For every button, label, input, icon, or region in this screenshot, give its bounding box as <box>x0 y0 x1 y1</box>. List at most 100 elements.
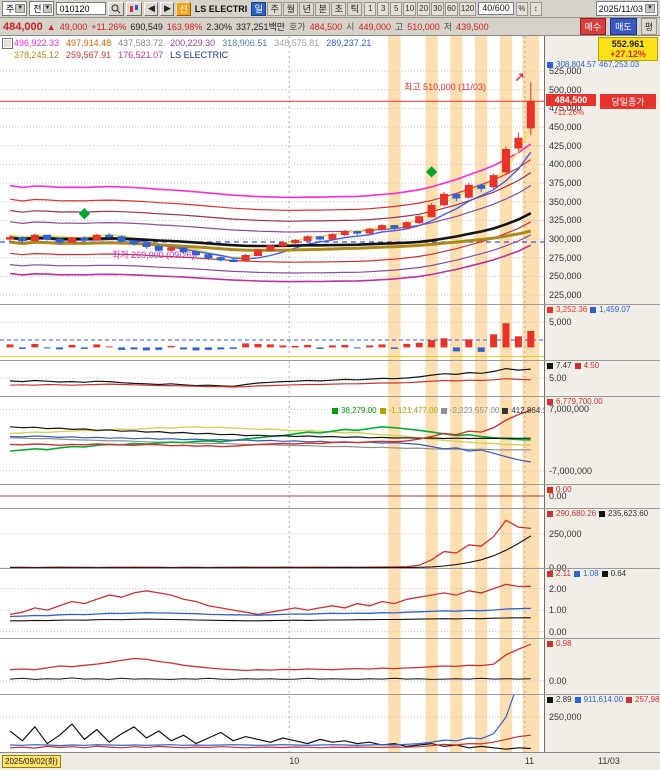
oscillator-bar <box>291 345 299 348</box>
search-icon[interactable] <box>108 1 125 16</box>
indicator-line <box>9 409 532 448</box>
time-axis[interactable]: 2025/09/02(화) 11/03 10 11 <box>0 752 660 770</box>
oscillator-bar <box>366 345 374 348</box>
next-stock-button[interactable]: ▶ <box>160 1 175 16</box>
axis-tick-label: 425,000 <box>549 140 582 151</box>
oscillator-bar <box>390 347 398 349</box>
legend-square <box>573 570 580 577</box>
bar-count-readout: 40/600 <box>478 2 514 15</box>
oscillator-bar <box>167 345 175 348</box>
period-button-2[interactable]: 월 <box>283 1 299 16</box>
oscillator-bar <box>93 344 101 348</box>
interval-buttons: 1 3 5 10 20 30 60 120 <box>364 1 477 16</box>
legend-square <box>547 510 553 517</box>
percent-icon[interactable]: % <box>515 1 528 16</box>
period-button-4[interactable]: 분 <box>315 1 331 16</box>
oscillator-bar <box>514 336 522 348</box>
legend-square <box>599 510 606 517</box>
axis-tick-label: 225,000 <box>549 290 582 301</box>
oscillator-bar <box>155 347 163 350</box>
period-button-1[interactable]: 주 <box>267 1 283 16</box>
candle-body <box>365 228 374 234</box>
oscillator-bar <box>229 347 237 349</box>
interval-button-3[interactable]: 3 <box>377 1 390 16</box>
chevron-down-icon: ▼ <box>15 4 26 13</box>
legend-value: 257,988.00 <box>635 695 660 704</box>
candle-body <box>154 246 163 251</box>
axis-tick-label: 250,000 <box>549 528 582 539</box>
sell-button[interactable]: 매도 <box>610 18 637 35</box>
axis-tick-label: 525,000 <box>549 66 582 77</box>
turnover-percent: 2.30% <box>206 21 232 32</box>
period-button-3[interactable]: 년 <box>299 1 315 16</box>
buy-button[interactable]: 매수 <box>579 18 607 35</box>
candle-body <box>80 237 89 241</box>
updown-icon[interactable]: ↕ <box>529 1 542 16</box>
oscillator-bar <box>18 347 26 349</box>
oscillator-bar <box>68 344 76 348</box>
axis-tick-label: 300,000 <box>549 234 582 245</box>
candle-body <box>440 193 448 206</box>
period-button-6[interactable]: 틱 <box>347 1 363 16</box>
candle-body <box>328 234 337 240</box>
oscillator-bar <box>6 344 14 348</box>
candle-glyph <box>130 5 139 12</box>
current-price-tag: 484,500 <box>546 94 596 107</box>
oscillator-bar <box>428 340 436 348</box>
candle-body <box>502 149 510 173</box>
indicator-line <box>9 435 531 463</box>
interval-button-60[interactable]: 60 <box>444 1 458 16</box>
oscillator-bar <box>353 347 361 349</box>
candle-body <box>390 225 399 229</box>
oscillator-bar <box>118 347 126 350</box>
stock-code-input[interactable] <box>56 2 107 15</box>
interval-button-20[interactable]: 20 <box>417 1 431 16</box>
oscillator-bar <box>465 339 473 348</box>
pane-p4 <box>0 408 544 472</box>
prev-stock-button[interactable]: ◀ <box>144 1 159 16</box>
interval-button-1[interactable]: 1 <box>364 1 377 16</box>
indicator-line <box>10 617 531 622</box>
select-button[interactable]: 선 <box>176 1 191 16</box>
stock-name: LS ELECTRI <box>194 3 248 14</box>
mini-chart-icon[interactable] <box>126 1 143 16</box>
price-chart[interactable] <box>0 36 544 752</box>
oscillator-bar <box>316 347 324 349</box>
indicator-line <box>9 367 531 387</box>
legend-square <box>547 306 553 313</box>
candle-body <box>514 137 523 149</box>
legend-square <box>574 696 581 703</box>
period-type-combo[interactable]: 주 ▼ <box>2 1 28 16</box>
candle-body <box>303 236 312 242</box>
date-value: 2025/11/03 <box>598 3 644 14</box>
oscillator-bar <box>56 347 64 350</box>
axis-tick-label: 2.00 <box>549 583 567 594</box>
candle-body <box>130 240 138 245</box>
oscillator-bar <box>105 346 113 348</box>
axis-tick-label: 325,000 <box>549 215 582 226</box>
market-combo[interactable]: 전 ▼ <box>29 1 55 16</box>
interval-button-5[interactable]: 5 <box>390 1 403 16</box>
pane-p6 <box>0 519 544 568</box>
date-picker[interactable]: 2025/11/03 ▼ <box>595 1 658 16</box>
interval-button-120[interactable]: 120 <box>458 1 477 16</box>
highlight-band <box>499 36 513 752</box>
ask-price: 484,500 <box>309 21 343 32</box>
period-button-0[interactable]: 일 <box>251 1 267 16</box>
legend-value: 0.00 <box>556 485 572 494</box>
interval-button-30[interactable]: 30 <box>431 1 444 16</box>
candle-body <box>105 234 114 238</box>
closing-price-badge: 당일종가 <box>600 94 656 110</box>
candle-body <box>92 234 101 241</box>
low-label: 저 <box>443 22 453 32</box>
legend-value: 7.47 <box>556 361 572 370</box>
avg-button[interactable]: 평 <box>640 18 657 35</box>
axis-tick-label: 0.00 <box>549 491 567 501</box>
price-axis-column[interactable]: 552.961 +27.12% 525,000 500,000 475,000 450… <box>544 36 660 752</box>
axis-tick-label: 375,000 <box>549 178 582 189</box>
period-button-5[interactable]: 초 <box>331 1 347 16</box>
legend-value: 6,779,700.00 <box>556 397 603 406</box>
interval-button-10[interactable]: 10 <box>403 1 417 16</box>
indicator-line <box>9 734 531 749</box>
